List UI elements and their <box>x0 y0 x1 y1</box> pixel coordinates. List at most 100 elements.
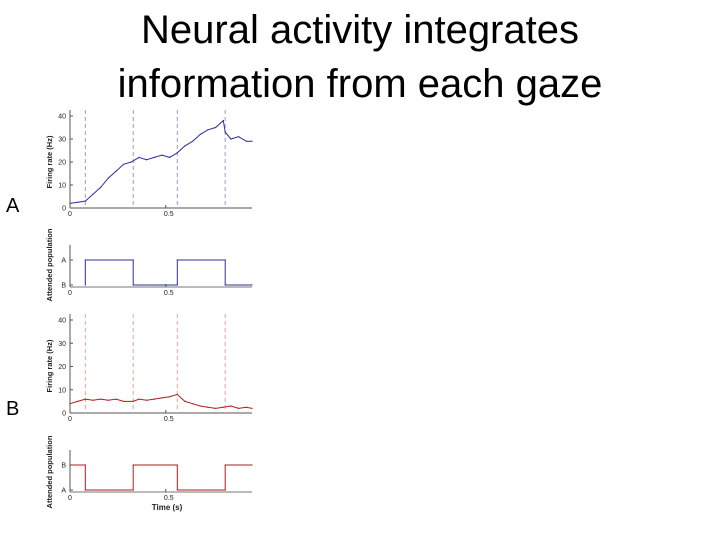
A-rate-point-15 <box>184 145 186 147</box>
B-rate-point-6 <box>115 398 117 400</box>
A-attended-point-6 <box>224 259 226 261</box>
A-rate-ytick-label-4: 40 <box>58 114 66 121</box>
B-rate-point-10 <box>146 399 148 401</box>
A-attended-point-2 <box>132 259 134 261</box>
B-rate-point-9 <box>138 398 140 400</box>
A-rate-point-2 <box>84 200 86 202</box>
B-rate-point-2 <box>84 398 86 400</box>
A-rate-point-6 <box>115 170 117 172</box>
A-attended-point-1 <box>84 259 86 261</box>
A-attended-point-5 <box>176 259 178 261</box>
A-rate-point-18 <box>207 129 209 131</box>
A-rate-point-25 <box>251 140 253 142</box>
B-rate-point-11 <box>153 398 155 400</box>
panel-label-b: B <box>6 398 20 420</box>
A-rate-ytick-label-0: 0 <box>62 206 66 213</box>
A-rate-point-14 <box>176 152 178 154</box>
B-attended-point-9 <box>251 464 253 466</box>
B-rate-point-1 <box>77 400 79 402</box>
B-rate-point-15 <box>184 400 186 402</box>
A-rate-point-21 <box>224 131 226 133</box>
B-attended-point-8 <box>224 464 226 466</box>
title-line-2: information from each gaze <box>117 62 603 106</box>
A-rate-xtick-label-1: 0.5 <box>164 211 174 218</box>
B-rate-point-19 <box>215 407 217 409</box>
A-rate-xtick-label-0: 0 <box>68 211 72 218</box>
B-rate-point-20 <box>222 406 224 408</box>
A-rate-point-16 <box>192 140 194 142</box>
A-attended-point-7 <box>224 284 226 286</box>
B-rate-point-23 <box>245 406 247 408</box>
B-attended-point-4 <box>132 464 134 466</box>
B-rate-ytick-label-2: 20 <box>58 364 66 371</box>
A-rate-point-8 <box>130 161 132 163</box>
A-attended-ylabel: Attended population <box>45 228 54 301</box>
B-attended-point-6 <box>176 489 178 491</box>
B-rate-ytick-label-0: 0 <box>62 411 66 418</box>
A-rate-point-3 <box>92 193 94 195</box>
B-rate-point-14 <box>176 393 178 395</box>
B-rate-point-0 <box>69 403 71 405</box>
B-rate-ytick-label-4: 40 <box>58 318 66 325</box>
B-rate-point-7 <box>123 400 125 402</box>
B-attended-xlabel: Time (s) <box>152 503 183 512</box>
B-attended-point-2 <box>84 489 86 491</box>
B-rate-point-18 <box>207 406 209 408</box>
B-attended-point-3 <box>132 489 134 491</box>
A-rate-point-7 <box>123 163 125 165</box>
B-rate-point-24 <box>251 407 253 409</box>
A-rate-ylabel: Firing rate (Hz) <box>45 135 54 188</box>
B-rate-point-16 <box>192 403 194 405</box>
B-rate-ytick-label-1: 10 <box>58 387 66 394</box>
A-rate-point-19 <box>215 126 217 129</box>
A-rate-ytick-label-2: 20 <box>58 160 66 167</box>
A-attended-point-4 <box>176 284 178 286</box>
A-rate-point-12 <box>161 154 163 156</box>
panel-label-a: A <box>6 195 20 217</box>
A-rate-point-13 <box>169 156 171 158</box>
B-rate-ylabel: Firing rate (Hz) <box>45 339 54 392</box>
B-attended-point-0 <box>69 464 71 466</box>
B-rate-point-8 <box>132 400 134 402</box>
B-rate-point-17 <box>199 405 201 407</box>
A-attended-point-0 <box>84 284 86 286</box>
B-attended-series-line <box>70 464 252 491</box>
A-rate-point-11 <box>153 156 155 158</box>
B-attended-xtick-label-1: 0.5 <box>164 495 174 502</box>
B-rate-point-22 <box>238 407 240 409</box>
A-rate-series-line <box>69 119 252 204</box>
slide-title: Neural activity integrates information f… <box>0 3 720 111</box>
B-rate-point-3 <box>92 399 94 401</box>
A-rate-point-5 <box>107 177 109 179</box>
B-rate-ytick-label-3: 30 <box>58 341 66 348</box>
B-rate-point-5 <box>107 399 109 401</box>
B-rate-xtick-label-1: 0.5 <box>164 416 174 423</box>
A-rate-point-17 <box>199 133 201 135</box>
B-rate-xtick-label-0: 0 <box>68 416 72 423</box>
A-rate-point-23 <box>238 136 240 138</box>
B-rate-point-4 <box>100 398 102 400</box>
A-rate-ytick-label-1: 10 <box>58 183 66 190</box>
A-attended-point-3 <box>132 284 134 286</box>
B-rate-point-12 <box>161 397 163 399</box>
A-attended-series-line <box>84 259 252 286</box>
A-rate-point-10 <box>146 159 148 161</box>
A-rate-point-24 <box>245 140 247 142</box>
B-attended-point-7 <box>224 489 226 491</box>
title-line-1: Neural activity integrates <box>141 8 579 52</box>
B-attended-point-5 <box>176 464 178 466</box>
A-rate-point-0 <box>69 202 71 204</box>
A-rate-point-1 <box>77 201 79 203</box>
B-attended-ylabel: Attended population <box>45 435 54 508</box>
A-attended-ytick-label-0: A <box>61 258 66 265</box>
A-attended-ytick-label-1: B <box>61 283 66 290</box>
B-rate-point-21 <box>230 405 232 407</box>
B-attended-point-1 <box>84 464 86 466</box>
A-rate-point-9 <box>138 156 140 158</box>
B-rate-point-13 <box>169 396 171 398</box>
B-attended-ytick-label-1: A <box>61 488 66 495</box>
A-rate-point-4 <box>100 186 102 188</box>
A-attended-xtick-label-0: 0 <box>68 290 72 297</box>
A-attended-point-8 <box>251 284 253 286</box>
